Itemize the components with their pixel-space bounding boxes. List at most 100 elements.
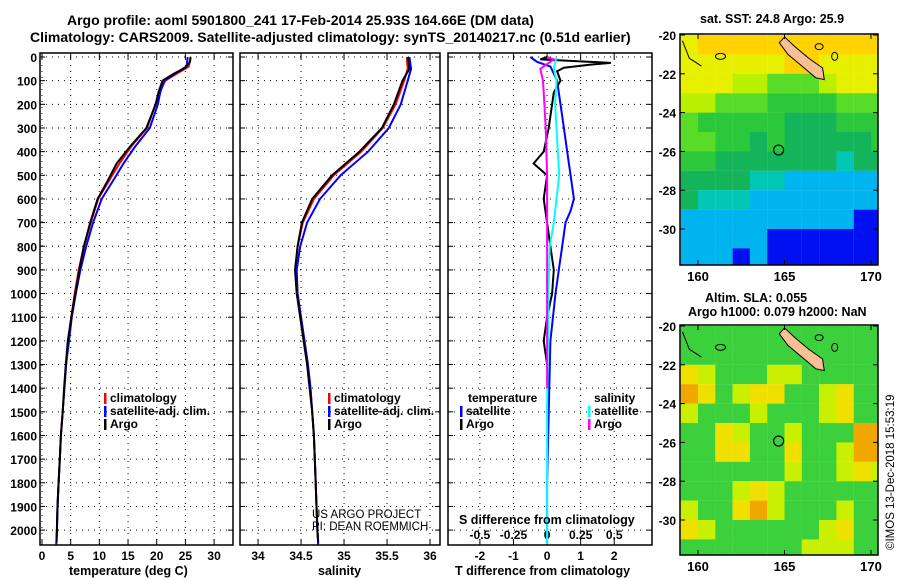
map-cell	[767, 423, 785, 443]
map-cell	[871, 35, 878, 55]
map-cell	[715, 151, 733, 171]
map-cell	[680, 481, 699, 501]
x-tick-label: 2	[611, 549, 618, 563]
lat-tick-label: -26	[659, 436, 677, 450]
series-line-salinity-argo	[539, 56, 556, 389]
map-cell	[732, 73, 750, 94]
x-tick-label: 0	[39, 549, 46, 563]
map-cell	[732, 442, 750, 462]
argo-position-marker	[773, 435, 785, 447]
map-cells	[680, 35, 878, 265]
map-cell	[698, 364, 716, 385]
map-cell	[680, 539, 699, 555]
map-cell	[801, 461, 820, 482]
map-cell	[680, 209, 699, 230]
map-cell	[732, 209, 750, 230]
map-cell	[819, 423, 837, 443]
map-cell	[715, 170, 733, 191]
map-cell	[853, 248, 872, 265]
map-cell	[871, 209, 878, 230]
map-cell	[767, 539, 785, 555]
lon-tick-label: 160	[687, 269, 709, 284]
map-cell	[732, 93, 750, 113]
map-cell	[853, 481, 872, 501]
map-cell	[680, 520, 699, 540]
map-cell	[715, 229, 733, 249]
map-cell	[749, 345, 768, 365]
map-cell	[801, 190, 820, 210]
map-cell	[732, 481, 750, 501]
map-cell	[698, 248, 716, 265]
map-cell	[732, 112, 750, 133]
map-cell	[698, 190, 716, 210]
map-cell	[732, 364, 750, 385]
map-cell	[836, 326, 854, 346]
map-cell	[784, 384, 802, 404]
map-cell	[680, 461, 699, 482]
map-cell	[680, 35, 699, 55]
map-cell	[819, 461, 837, 482]
map-cell	[853, 151, 872, 171]
map-cell	[801, 539, 820, 555]
depth-tick-label: 200	[17, 98, 37, 112]
map-cell	[871, 248, 878, 265]
map-cell	[801, 209, 820, 230]
map-cell	[836, 520, 854, 540]
series-line-argo	[55, 56, 192, 542]
map-cell	[853, 93, 872, 113]
map-cell	[767, 229, 785, 249]
map-cell	[801, 73, 820, 94]
reef-outline	[714, 343, 726, 351]
map-cell	[767, 35, 785, 55]
legend-swatch	[460, 419, 463, 430]
map-cell	[749, 229, 768, 249]
depth-tick-label: 1400	[10, 382, 37, 396]
map-cell	[871, 112, 878, 133]
lon-tick-label: 165	[774, 559, 796, 574]
map-cell	[871, 345, 878, 365]
map-cell	[819, 520, 837, 540]
map-cell	[715, 442, 733, 462]
map-cell	[819, 384, 837, 404]
map-frame	[679, 33, 879, 266]
map-cell	[871, 423, 878, 443]
map-cell	[871, 93, 878, 113]
map-cell	[784, 229, 802, 249]
series-line-satellite-adj-clim-	[55, 56, 189, 545]
map-cell	[853, 539, 872, 555]
map-cell	[732, 403, 750, 424]
map-cell	[749, 170, 768, 191]
map-cell	[836, 190, 854, 210]
depth-tick-label: 700	[17, 217, 37, 231]
map-cell	[784, 442, 802, 462]
map-cell	[715, 190, 733, 210]
series-line-climatology	[294, 56, 409, 545]
depth-tick-label: 600	[17, 193, 37, 207]
map-cell	[871, 54, 878, 74]
map-cell	[871, 481, 878, 501]
map-cell	[801, 132, 820, 152]
map-cell	[853, 364, 872, 385]
map-cell	[819, 35, 837, 55]
map-cell	[767, 151, 785, 171]
map-cell	[680, 112, 699, 133]
map-cell	[767, 442, 785, 462]
x-tick-label: 1	[577, 549, 584, 563]
map-cell	[784, 520, 802, 540]
legend-label: satellite	[466, 404, 511, 418]
s-tick-label: 0.5	[606, 528, 623, 542]
map-cell	[715, 500, 733, 521]
legend-label: climatology	[110, 391, 177, 405]
map-cell	[715, 73, 733, 94]
lat-tick-label: -20	[659, 320, 677, 334]
sla-map-panel: 160 165 170 -20 -22 -24 -26 -28 -30	[659, 320, 882, 574]
depth-tick-label: 0	[30, 51, 37, 65]
map-cell	[853, 132, 872, 152]
legend-swatch	[588, 419, 591, 430]
map-cell	[819, 539, 837, 555]
map-cell	[749, 248, 768, 265]
map-cell	[819, 151, 837, 171]
map-cell	[732, 190, 750, 210]
lon-tick-label: 160	[687, 559, 709, 574]
depth-tick-label: 1000	[10, 288, 37, 302]
